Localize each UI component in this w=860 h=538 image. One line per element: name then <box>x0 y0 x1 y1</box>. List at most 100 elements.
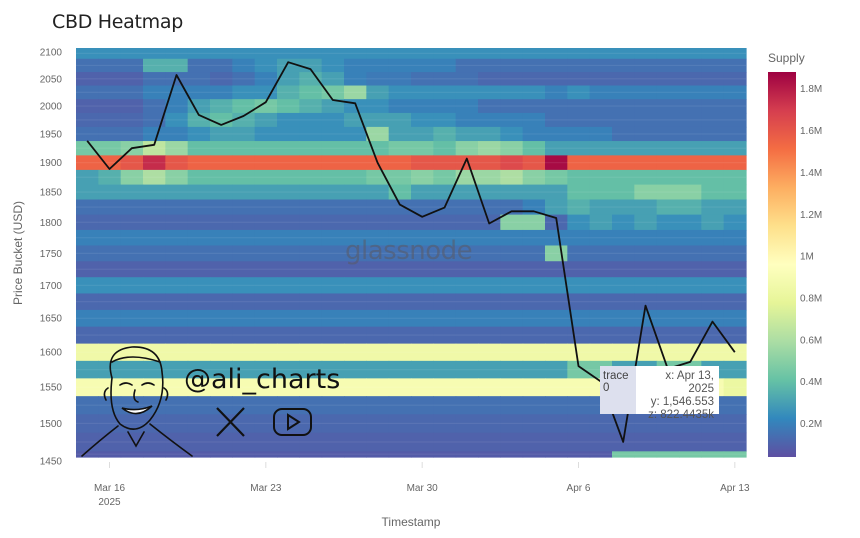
heatmap-cell <box>321 99 345 114</box>
heatmap-cell <box>321 72 345 87</box>
heatmap-cell <box>210 261 233 278</box>
heatmap-cell <box>589 451 613 458</box>
heatmap-cell <box>455 112 479 128</box>
y-axis-title: Price Bucket (USD) <box>11 201 25 305</box>
heatmap-cell <box>277 343 300 362</box>
heatmap-cell <box>679 277 702 295</box>
heatmap-cell <box>210 85 233 100</box>
heatmap-cell <box>98 99 122 114</box>
heatmap-cell <box>679 199 702 216</box>
heatmap-cell <box>321 184 345 201</box>
heatmap-cell <box>277 85 300 100</box>
heatmap-cell <box>478 155 501 171</box>
heatmap-cell <box>232 155 256 171</box>
heatmap-cell <box>478 229 501 247</box>
heatmap-cell <box>522 112 546 128</box>
heatmap-cell <box>165 169 189 186</box>
heatmap-cell <box>98 169 122 186</box>
heatmap-cell <box>321 85 345 100</box>
heatmap-cell <box>321 360 345 379</box>
heatmap-cell <box>455 99 479 114</box>
heatmap-cell <box>679 451 702 458</box>
heatmap-stripe <box>76 404 746 406</box>
heatmap-cell <box>522 378 546 397</box>
heatmap-cell <box>187 277 211 295</box>
heatmap-cell <box>120 126 144 142</box>
heatmap-cell <box>344 396 367 415</box>
heatmap-cell <box>210 326 233 345</box>
heatmap-cell <box>299 451 323 458</box>
heatmap-cell <box>634 261 658 278</box>
heatmap-cell <box>433 261 457 278</box>
heatmap-cell <box>232 451 256 458</box>
heatmap-cell <box>723 326 747 345</box>
colorbar-tick-label: 1.6M <box>800 126 822 137</box>
heatmap-cell <box>634 112 658 128</box>
heatmap-cell <box>254 378 278 397</box>
heatmap-cell <box>500 396 524 415</box>
heatmap-cell <box>455 343 479 362</box>
heatmap-cell <box>701 451 725 458</box>
heatmap-stripe <box>76 162 746 164</box>
heatmap-cell <box>366 85 390 100</box>
heatmap-cell <box>344 48 367 60</box>
heatmap-cell <box>455 214 479 231</box>
heatmap-cell <box>656 141 680 156</box>
heatmap-cell <box>388 261 412 278</box>
heatmap-cell <box>723 396 747 415</box>
heatmap-cell <box>76 199 99 216</box>
heatmap-cell <box>723 72 747 87</box>
heatmap-cell <box>120 229 144 247</box>
heatmap-cell <box>254 126 278 142</box>
heatmap-cell <box>344 141 367 156</box>
heatmap-cell <box>187 229 211 247</box>
heatmap-cell <box>656 432 680 452</box>
heatmap-cell <box>344 72 367 87</box>
heatmap-cell <box>723 309 747 328</box>
tooltip-y: y: 1,546.553 <box>650 396 714 408</box>
y-tick-label: 1750 <box>40 249 63 260</box>
heatmap-cell <box>366 58 390 73</box>
heatmap-cell <box>344 184 367 201</box>
heatmap-cell <box>277 360 300 379</box>
heatmap-cell <box>723 48 747 60</box>
heatmap-cell <box>612 85 635 100</box>
heatmap-cell <box>254 261 278 278</box>
heatmap-cell <box>143 277 166 295</box>
heatmap-cell <box>500 85 524 100</box>
heatmap-cell <box>411 277 434 295</box>
heatmap-cell <box>388 199 412 216</box>
heatmap-cell <box>299 214 323 231</box>
heatmap-cell <box>120 199 144 216</box>
heatmap-cell <box>187 261 211 278</box>
heatmap-cell <box>433 58 457 73</box>
heatmap-cell <box>411 343 434 362</box>
heatmap-cell <box>321 199 345 216</box>
heatmap-cell <box>143 451 166 458</box>
heatmap-cell <box>567 199 591 216</box>
heatmap-cell <box>522 414 546 434</box>
heatmap-cell <box>76 360 99 379</box>
heatmap-cell <box>455 414 479 434</box>
heatmap-cell <box>277 126 300 142</box>
heatmap-cell <box>500 99 524 114</box>
y-tick-label: 2050 <box>40 74 63 85</box>
heatmap-cell <box>165 293 189 311</box>
heatmap-cell <box>411 72 434 87</box>
heatmap-cell <box>411 360 434 379</box>
heatmap-cell <box>545 126 568 142</box>
heatmap-cell <box>589 261 613 278</box>
heatmap-cell <box>634 99 658 114</box>
heatmap-cell <box>567 277 591 295</box>
heatmap-cell <box>388 414 412 434</box>
youtube-icon <box>273 408 312 436</box>
chart-title: CBD Heatmap <box>52 11 183 33</box>
heatmap-cell <box>210 141 233 156</box>
heatmap-cell <box>187 72 211 87</box>
heatmap-cell <box>634 214 658 231</box>
heatmap-cell <box>98 155 122 171</box>
colorbar-ticks: 0.2M 0.4M 0.6M 0.8M 1M 1.2M 1.4M 1.6M 1.8M <box>800 84 822 430</box>
heatmap-cell <box>478 169 501 186</box>
heatmap-cell <box>366 141 390 156</box>
